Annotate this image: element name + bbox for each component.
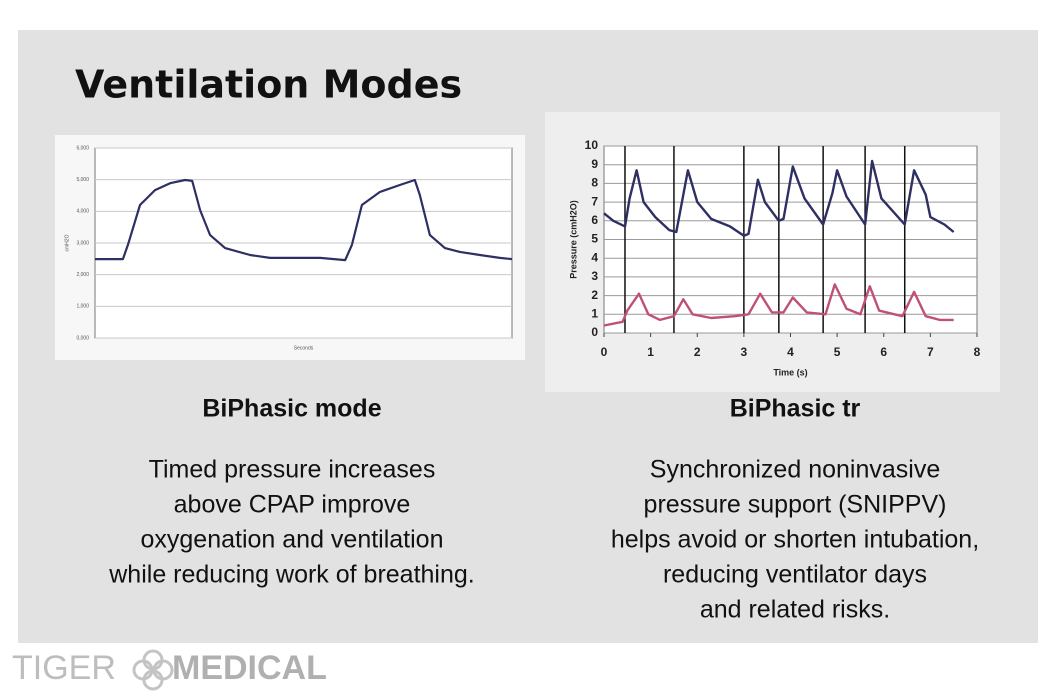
panel-heading: BiPhasic mode xyxy=(202,395,381,423)
description-line: Timed pressure increases xyxy=(149,456,436,484)
y-tick-label: 7 xyxy=(591,194,598,208)
y-axis-label: Pressure (cmH2O) xyxy=(568,200,578,279)
y-tick-label: 6,000 xyxy=(76,145,89,151)
panel-heading: BiPhasic tr xyxy=(730,395,861,423)
x-tick-label: 1 xyxy=(647,345,654,359)
y-tick-label: 5,000 xyxy=(76,177,89,183)
y-tick-label: 10 xyxy=(585,138,599,152)
y-tick-label: 4 xyxy=(591,250,598,264)
x-tick-label: 5 xyxy=(834,345,841,359)
description-line: above CPAP improve xyxy=(174,491,411,519)
description-line: oxygenation and ventilation xyxy=(140,526,443,554)
slide-title: Ventilation Modes xyxy=(75,63,462,107)
x-tick-label: 3 xyxy=(741,345,748,359)
y-tick-label: 4,000 xyxy=(76,209,89,215)
logo-text: MEDICAL xyxy=(172,649,327,687)
y-tick-label: 5 xyxy=(591,232,598,246)
logo-icon xyxy=(132,649,174,691)
y-tick-label: 1 xyxy=(591,306,598,320)
description-line: reducing ventilator days xyxy=(663,561,927,589)
y-tick-label: 0 xyxy=(591,325,598,339)
y-tick-label: 2,000 xyxy=(76,272,89,278)
x-tick-label: 8 xyxy=(974,345,981,359)
y-tick-label: 2 xyxy=(591,288,598,302)
y-tick-label: 3 xyxy=(591,269,598,283)
description-line: and related risks. xyxy=(700,596,890,624)
y-tick-label: 0,000 xyxy=(76,335,89,341)
x-tick-label: 6 xyxy=(880,345,887,359)
series-line xyxy=(603,159,955,237)
series-line xyxy=(95,178,513,262)
y-tick-label: 9 xyxy=(591,157,598,171)
x-tick-label: 0 xyxy=(601,345,608,359)
description-line: Synchronized noninvasive xyxy=(650,456,940,484)
y-tick-label: 6 xyxy=(591,213,598,227)
series-line xyxy=(603,283,954,327)
x-tick-label: 4 xyxy=(787,345,794,359)
y-tick-label: 8 xyxy=(591,176,598,190)
description-line: pressure support (SNIPPV) xyxy=(644,491,947,519)
y-axis-label: cmH2O xyxy=(64,234,70,251)
x-axis-label: Time (s) xyxy=(773,367,807,377)
x-tick-label: 2 xyxy=(694,345,701,359)
y-tick-label: 3,000 xyxy=(76,240,89,246)
description-line: helps avoid or shorten intubation, xyxy=(611,526,979,554)
x-tick-label: 7 xyxy=(927,345,934,359)
description-line: while reducing work of breathing. xyxy=(108,561,474,589)
x-axis-label: Seconds xyxy=(294,345,314,351)
logo-text: TIGER xyxy=(12,649,116,687)
y-tick-label: 1,000 xyxy=(76,304,89,310)
